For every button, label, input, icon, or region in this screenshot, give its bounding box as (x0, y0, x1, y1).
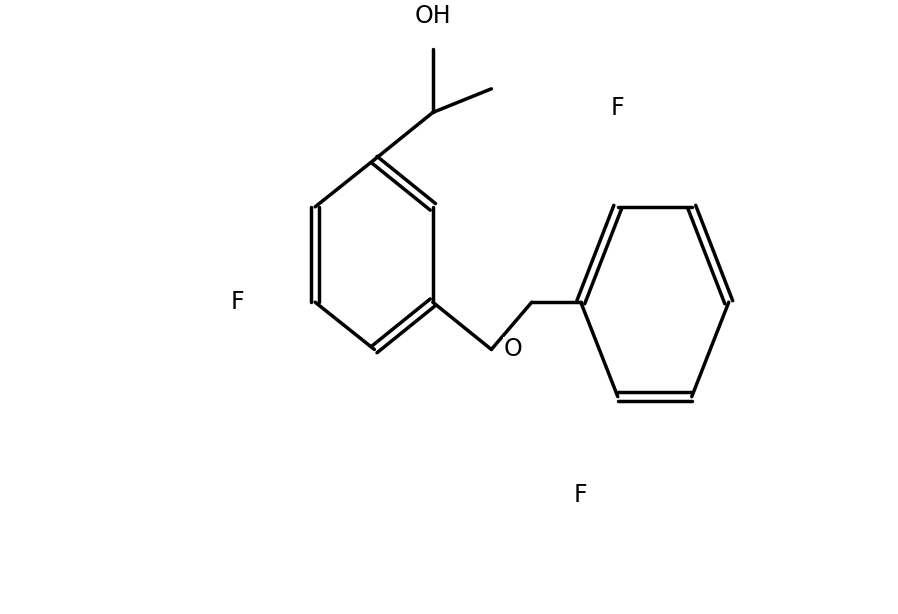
Text: F: F (231, 290, 244, 314)
Text: F: F (574, 483, 587, 507)
Text: OH: OH (415, 4, 451, 28)
Text: O: O (504, 338, 523, 362)
Text: F: F (611, 96, 625, 120)
